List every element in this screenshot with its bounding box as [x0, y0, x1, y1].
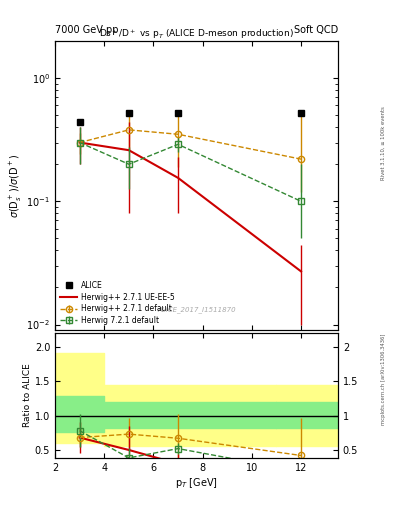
Line: Herwig++ 2.7.1 UE-EE-5: Herwig++ 2.7.1 UE-EE-5	[80, 142, 301, 271]
X-axis label: p$_T$ [GeV]: p$_T$ [GeV]	[175, 476, 218, 490]
Text: mcplots.cern.ch [arXiv:1306.3436]: mcplots.cern.ch [arXiv:1306.3436]	[381, 333, 386, 424]
Title: Ds$^+$/D$^+$ vs p$_T$ (ALICE D-meson production): Ds$^+$/D$^+$ vs p$_T$ (ALICE D-meson pro…	[99, 27, 294, 41]
ALICE	[299, 110, 303, 116]
Herwig++ 2.7.1 UE-EE-5	[176, 175, 180, 181]
Herwig++ 2.7.1 UE-EE-5	[127, 147, 131, 153]
Y-axis label: Ratio to ALICE: Ratio to ALICE	[23, 364, 32, 428]
Herwig++ 2.7.1 UE-EE-5	[77, 139, 82, 145]
ALICE	[176, 110, 180, 116]
Legend: ALICE, Herwig++ 2.7.1 UE-EE-5, Herwig++ 2.7.1 default, Herwig 7.2.1 default: ALICE, Herwig++ 2.7.1 UE-EE-5, Herwig++ …	[59, 280, 176, 327]
Text: Soft QCD: Soft QCD	[294, 25, 338, 35]
Herwig++ 2.7.1 UE-EE-5	[299, 268, 303, 274]
ALICE	[77, 119, 82, 125]
ALICE	[127, 110, 131, 116]
Text: ALICE_2017_I1511870: ALICE_2017_I1511870	[157, 306, 236, 313]
Text: Rivet 3.1.10, ≥ 100k events: Rivet 3.1.10, ≥ 100k events	[381, 106, 386, 180]
Y-axis label: $\sigma$(D$_s^+$)/$\sigma$(D$^+$): $\sigma$(D$_s^+$)/$\sigma$(D$^+$)	[7, 153, 24, 218]
Line: ALICE: ALICE	[77, 110, 304, 125]
Text: 7000 GeV pp: 7000 GeV pp	[55, 25, 119, 35]
